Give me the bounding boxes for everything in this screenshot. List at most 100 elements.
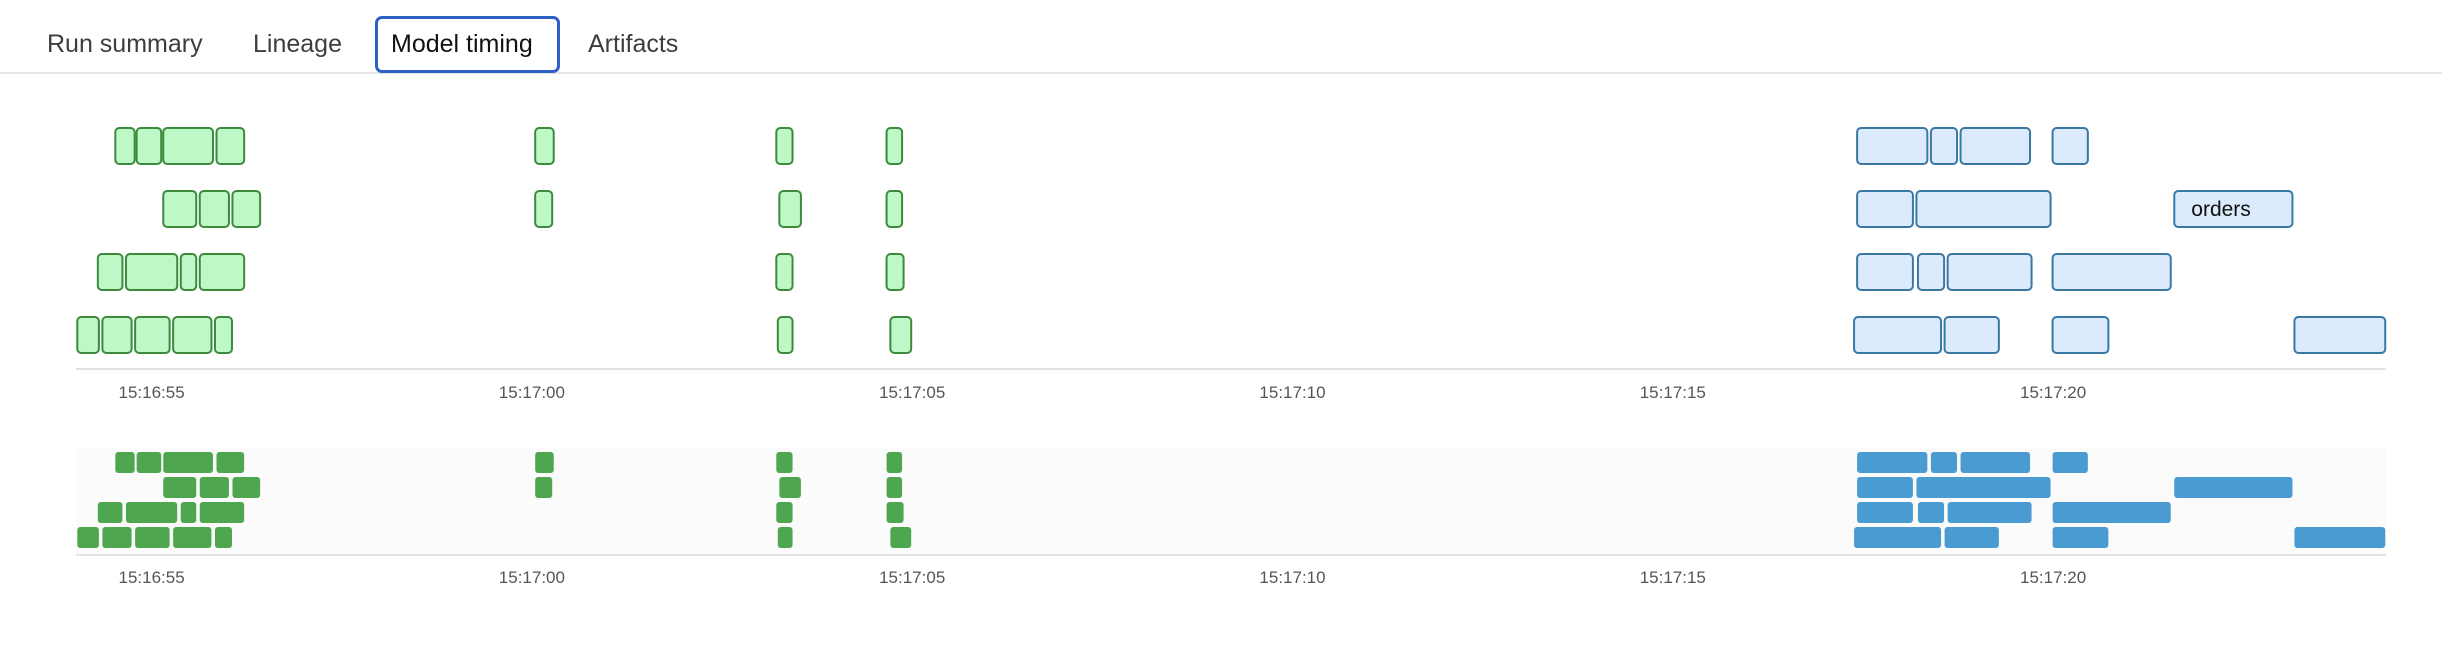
- overview-bar: [1916, 477, 2051, 498]
- timing-bar[interactable]: [1916, 253, 1946, 291]
- tab-model-timing[interactable]: Model timing: [375, 16, 560, 73]
- tab-run-summary[interactable]: Run summary: [47, 30, 203, 58]
- overview-bar: [1944, 527, 1999, 548]
- overview-bar: [102, 527, 132, 548]
- timing-bar[interactable]: [231, 190, 262, 228]
- timing-bar[interactable]: [135, 127, 163, 165]
- timing-bar[interactable]: [134, 316, 171, 354]
- timing-bar[interactable]: [1856, 190, 1914, 228]
- timing-bar[interactable]: [534, 190, 554, 228]
- overview-bar: [97, 502, 123, 523]
- timing-bar[interactable]: [124, 253, 179, 291]
- tab-bar: Run summary Lineage Model timing Artifac…: [0, 0, 2442, 74]
- overview-bar: [2052, 502, 2171, 523]
- overview-bar: [886, 452, 903, 473]
- overview-tick-label: 15:17:20: [2020, 568, 2086, 587]
- timing-bar[interactable]: [96, 253, 124, 291]
- overview-bar: [1930, 452, 1958, 473]
- timing-bar[interactable]: [1856, 127, 1929, 165]
- overview-tick-label: 15:16:55: [119, 568, 185, 587]
- timing-bar[interactable]: [1929, 127, 1959, 165]
- overview-bar: [779, 477, 801, 498]
- overview-bar: [777, 527, 793, 548]
- timing-bar[interactable]: [162, 127, 214, 165]
- overview-bar: [173, 527, 212, 548]
- overview-bar: [214, 527, 232, 548]
- overview-bar: [135, 527, 170, 548]
- timing-bar[interactable]: [778, 190, 802, 228]
- time-tick-label: 15:17:10: [1259, 383, 1325, 402]
- overview-bar: [1854, 527, 1942, 548]
- overview-bar: [199, 502, 245, 523]
- overview-bar: [535, 452, 554, 473]
- time-tick-label: 15:17:15: [1640, 383, 1706, 402]
- overview-bar: [1857, 452, 1928, 473]
- overview-bar: [1857, 502, 1913, 523]
- timing-bar[interactable]: [101, 316, 133, 354]
- overview-tick-label: 15:17:10: [1259, 568, 1325, 587]
- overview-tick-label: 15:17:15: [1640, 568, 1706, 587]
- timing-bar[interactable]: [179, 253, 198, 291]
- overview-bar: [886, 477, 903, 498]
- time-tick-label: 15:17:20: [2020, 383, 2086, 402]
- timing-bar[interactable]: [885, 253, 905, 291]
- timing-bar[interactable]: [213, 316, 233, 354]
- timing-bar[interactable]: [1853, 316, 1943, 354]
- overview-bar: [163, 452, 213, 473]
- timing-bar[interactable]: [2293, 316, 2387, 354]
- timing-bar[interactable]: [1943, 316, 2000, 354]
- timing-bar[interactable]: [775, 253, 794, 291]
- timing-bar[interactable]: [1856, 253, 1914, 291]
- timing-bar[interactable]: [2051, 253, 2172, 291]
- timing-bar[interactable]: [2051, 127, 2089, 165]
- time-tick-label: 15:17:00: [499, 383, 565, 402]
- overview-bar: [232, 477, 261, 498]
- overview-bar: [2294, 527, 2386, 548]
- overview-bar: [125, 502, 178, 523]
- timing-bar[interactable]: [114, 127, 136, 165]
- overview-bar: [1947, 502, 2032, 523]
- timing-bar[interactable]: [215, 127, 246, 165]
- overview-tick-label: 15:17:05: [879, 568, 945, 587]
- timing-bar[interactable]: [1946, 253, 2033, 291]
- timing-bar[interactable]: [885, 190, 904, 228]
- timing-bar-label: orders: [2191, 198, 2251, 221]
- timing-bar[interactable]: [162, 190, 198, 228]
- timing-bar[interactable]: [534, 127, 555, 165]
- timing-bar[interactable]: [2051, 316, 2110, 354]
- overview-bar: [216, 452, 245, 473]
- timing-bar[interactable]: [1959, 127, 2032, 165]
- overview-bar: [2174, 477, 2293, 498]
- overview-bar: [115, 452, 135, 473]
- overview-bar: [163, 477, 197, 498]
- overview-bar: [776, 502, 793, 523]
- overview-bar: [1857, 477, 1913, 498]
- overview-background: [76, 448, 2386, 554]
- overview-bar: [136, 452, 162, 473]
- overview-bar: [886, 502, 904, 523]
- timing-bar[interactable]: [885, 127, 904, 165]
- time-tick-label: 15:16:55: [119, 383, 185, 402]
- timing-bar[interactable]: [775, 127, 794, 165]
- timing-bar[interactable]: [889, 316, 913, 354]
- timing-bar[interactable]: [1915, 190, 2052, 228]
- overview-bar: [776, 452, 793, 473]
- time-tick-label: 15:17:05: [879, 383, 945, 402]
- timing-bar[interactable]: [172, 316, 213, 354]
- timing-bar[interactable]: [198, 253, 246, 291]
- tab-artifacts[interactable]: Artifacts: [588, 30, 679, 58]
- overview-bar: [2052, 452, 2088, 473]
- overview-bar: [1917, 502, 1945, 523]
- overview-bar: [199, 477, 229, 498]
- timing-bar[interactable]: [198, 190, 230, 228]
- overview-bar: [180, 502, 197, 523]
- timing-bar[interactable]: [776, 316, 794, 354]
- overview-bar: [77, 527, 99, 548]
- timing-bar[interactable]: [76, 316, 100, 354]
- tab-lineage[interactable]: Lineage: [253, 30, 342, 58]
- overview-bar: [2052, 527, 2109, 548]
- overview-bar: [890, 527, 912, 548]
- overview-tick-label: 15:17:00: [499, 568, 565, 587]
- timing-bar[interactable]: [2173, 190, 2294, 228]
